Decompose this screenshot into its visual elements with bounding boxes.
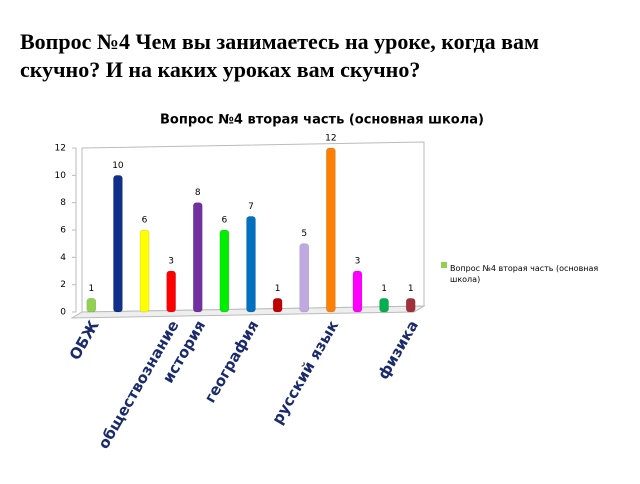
- data-label: 1: [275, 284, 281, 294]
- bar: [246, 216, 256, 313]
- bar: [139, 229, 150, 313]
- plot-floor: [70, 305, 426, 319]
- chart-title: Вопрос №4 вторая часть (основная школа): [160, 113, 484, 128]
- x-tick-label: русский язык: [268, 317, 342, 427]
- data-label: 10: [112, 161, 124, 171]
- bar: [193, 202, 203, 313]
- legend-swatch: [441, 262, 447, 268]
- bar: [272, 298, 283, 313]
- data-label: 3: [168, 257, 174, 267]
- slide-heading: Вопрос №4 Чем вы занимаетесь на уроке, к…: [20, 29, 539, 54]
- bar: [352, 270, 363, 313]
- legend-label: Вопрос №4 вторая часть (основная школа): [450, 264, 598, 284]
- x-tick-label: физика: [374, 317, 422, 382]
- x-tick-label: ОБЖ: [66, 317, 103, 363]
- data-label: 6: [142, 216, 148, 226]
- bar: [86, 298, 97, 313]
- data-label: 6: [222, 216, 228, 226]
- data-label: 7: [248, 202, 254, 212]
- y-tick-label: 4: [60, 253, 66, 263]
- data-label: 1: [408, 284, 414, 294]
- bar: [166, 270, 176, 313]
- data-label: 1: [381, 284, 387, 294]
- x-tick-label: география: [201, 317, 263, 406]
- bar: [219, 229, 230, 313]
- bar: [113, 175, 123, 313]
- y-tick-label: 10: [55, 171, 67, 181]
- bar: [379, 298, 389, 313]
- y-tick-label: 12: [55, 144, 66, 154]
- data-label: 8: [195, 188, 201, 198]
- y-tick-label: 2: [60, 280, 66, 290]
- y-tick-label: 8: [60, 198, 66, 208]
- y-tick-label: 6: [60, 226, 66, 236]
- bar: [299, 243, 309, 313]
- data-label: 3: [355, 257, 361, 267]
- bar: [405, 298, 416, 313]
- y-tick-label: 0: [60, 308, 66, 318]
- data-label: 1: [88, 284, 94, 294]
- data-label: 5: [301, 229, 307, 239]
- slide-heading: скучно? И на каких уроках вам скучно?: [20, 57, 420, 82]
- data-label: 12: [325, 134, 336, 144]
- x-tick-label: обществознание: [94, 317, 182, 452]
- bar: [326, 147, 336, 313]
